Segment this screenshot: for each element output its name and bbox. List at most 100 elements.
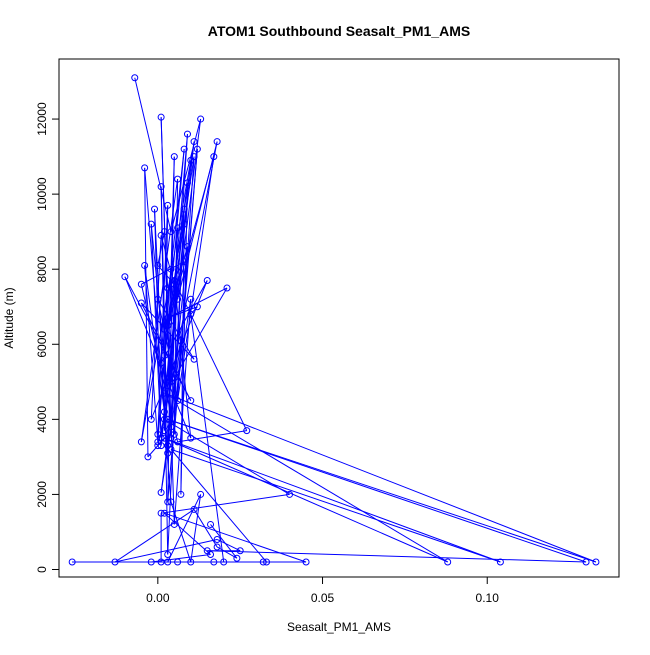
data-point bbox=[187, 295, 195, 303]
data-point bbox=[157, 489, 165, 497]
series-segment bbox=[157, 298, 195, 360]
x-tick-label: 0.05 bbox=[311, 591, 335, 605]
data-point bbox=[111, 558, 119, 566]
series-segment bbox=[216, 546, 238, 559]
series-segment bbox=[164, 512, 307, 563]
series-segment bbox=[114, 538, 218, 563]
data-point bbox=[183, 243, 191, 251]
data-point bbox=[157, 113, 165, 121]
data-point bbox=[164, 201, 172, 209]
x-tick-label: 0.10 bbox=[476, 591, 500, 605]
data-point bbox=[137, 299, 145, 307]
series-segment bbox=[170, 141, 218, 382]
data-point bbox=[154, 438, 162, 446]
y-axis-label: Altitude (m) bbox=[2, 287, 16, 348]
data-point bbox=[190, 505, 198, 513]
data-point bbox=[496, 558, 504, 566]
data-point bbox=[170, 276, 178, 284]
data-point bbox=[174, 397, 182, 405]
series-segment bbox=[177, 430, 247, 443]
data-point bbox=[183, 130, 191, 138]
data-point bbox=[160, 415, 168, 423]
series-segment bbox=[160, 280, 208, 364]
y-tick-label: 12000 bbox=[35, 102, 49, 136]
series-segment bbox=[164, 392, 597, 563]
series-segment bbox=[170, 449, 267, 563]
data-point bbox=[197, 490, 205, 498]
y-tick-label: 10000 bbox=[35, 177, 49, 211]
series-segment bbox=[141, 261, 185, 285]
data-series bbox=[68, 74, 600, 566]
data-point bbox=[259, 558, 267, 566]
series-segment bbox=[170, 448, 501, 563]
data-point bbox=[180, 220, 188, 228]
data-point bbox=[170, 430, 178, 438]
data-point bbox=[167, 498, 175, 506]
data-point bbox=[167, 445, 175, 453]
data-point bbox=[220, 558, 228, 566]
data-point bbox=[190, 138, 198, 146]
series-segment bbox=[167, 418, 587, 563]
data-point bbox=[167, 423, 175, 431]
data-point bbox=[180, 205, 188, 213]
data-point bbox=[302, 558, 310, 566]
series-segment bbox=[167, 494, 202, 563]
data-point bbox=[141, 261, 149, 269]
data-point bbox=[164, 382, 172, 390]
data-point bbox=[180, 258, 188, 266]
series-segment bbox=[216, 539, 241, 552]
data-point bbox=[233, 554, 241, 562]
series-segment bbox=[173, 287, 228, 379]
series-segment bbox=[144, 265, 165, 412]
y-tick-label: 6000 bbox=[35, 331, 49, 358]
data-point bbox=[147, 220, 155, 228]
data-point bbox=[174, 175, 182, 183]
data-point bbox=[164, 498, 172, 506]
series-segment bbox=[170, 118, 202, 232]
series-segment bbox=[164, 437, 501, 563]
series-segment bbox=[173, 149, 198, 435]
data-point bbox=[174, 295, 182, 303]
series-segment bbox=[144, 265, 159, 442]
data-point bbox=[170, 520, 178, 528]
data-point bbox=[131, 74, 139, 82]
data-point bbox=[170, 374, 178, 382]
data-point bbox=[160, 408, 168, 416]
series-segment bbox=[157, 269, 172, 442]
data-point bbox=[183, 179, 191, 187]
chart-title: ATOM1 Southbound Seasalt_PM1_AMS bbox=[208, 23, 470, 39]
data-point bbox=[193, 145, 201, 153]
data-point bbox=[164, 550, 172, 558]
axes: 0.00 0.05 0.10 0 2000 4000 6000 8000 10000 12000 bbox=[35, 102, 499, 605]
data-point bbox=[177, 337, 185, 345]
series-segment bbox=[164, 437, 448, 563]
data-point bbox=[210, 153, 218, 161]
series-segment bbox=[167, 418, 597, 563]
data-point bbox=[160, 228, 168, 236]
data-point bbox=[141, 164, 149, 172]
series-segment bbox=[164, 512, 211, 555]
series-segment bbox=[140, 302, 192, 401]
data-point bbox=[213, 138, 221, 146]
series-segment bbox=[161, 493, 290, 514]
series-segment bbox=[170, 501, 192, 563]
series-segment bbox=[164, 418, 290, 495]
data-point bbox=[187, 397, 195, 405]
data-point bbox=[137, 438, 145, 446]
series-segment bbox=[167, 306, 198, 319]
data-point bbox=[210, 558, 218, 566]
series-segment bbox=[160, 235, 175, 285]
x-tick-label: 0.00 bbox=[146, 591, 170, 605]
data-point bbox=[243, 427, 251, 435]
data-point bbox=[160, 389, 168, 397]
data-point bbox=[164, 314, 172, 322]
series-segment bbox=[124, 276, 192, 439]
series-segment bbox=[190, 314, 225, 563]
data-point bbox=[167, 228, 175, 236]
data-point bbox=[187, 558, 195, 566]
data-point bbox=[157, 183, 165, 191]
data-point bbox=[174, 224, 182, 232]
